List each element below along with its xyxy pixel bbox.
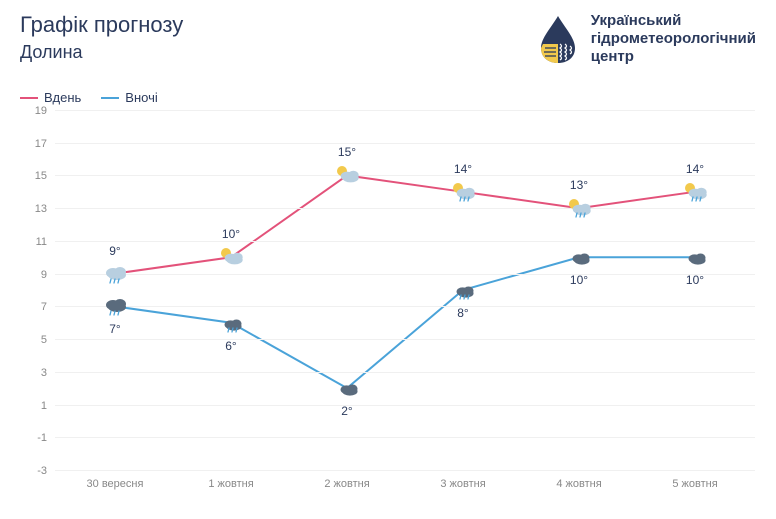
org-line3: центр xyxy=(591,48,756,66)
sun-cloud-rain-icon xyxy=(565,198,593,218)
y-tick-label: -1 xyxy=(37,432,47,444)
gridline: 9 xyxy=(55,274,755,275)
legend-day-label: Вдень xyxy=(44,90,81,105)
gridline: -3 xyxy=(55,470,755,471)
point-label: 15° xyxy=(338,145,356,159)
moon-cloud-rain-icon xyxy=(449,280,477,300)
y-tick-label: 19 xyxy=(35,105,47,117)
point-label: 2° xyxy=(341,404,352,418)
y-tick-label: 5 xyxy=(41,334,47,346)
sun-cloud-icon xyxy=(333,165,361,185)
point-label: 14° xyxy=(454,162,472,176)
x-tick-label: 2 жовтня xyxy=(324,478,369,490)
title-block: Графік прогнозу Долина xyxy=(20,12,183,63)
point-label: 10° xyxy=(570,273,588,287)
point-label: 7° xyxy=(109,322,120,336)
point-label: 6° xyxy=(225,339,236,353)
gridline: 13 xyxy=(55,208,755,209)
y-tick-label: 17 xyxy=(35,138,47,150)
gridline: 19 xyxy=(55,110,755,111)
gridline: -1 xyxy=(55,437,755,438)
logo-block: Український гідрометеорологічний центр xyxy=(537,12,756,66)
chart-subtitle: Долина xyxy=(20,42,183,63)
gridline: 7 xyxy=(55,306,755,307)
legend-day: Вдень xyxy=(20,90,81,105)
point-label: 10° xyxy=(686,273,704,287)
point-label: 9° xyxy=(109,244,120,258)
point-label: 14° xyxy=(686,162,704,176)
x-tick-label: 1 жовтня xyxy=(208,478,253,490)
y-tick-label: 11 xyxy=(36,236,47,248)
chart-plot: -3-113579111315171930 вересня1 жовтня2 ж… xyxy=(55,110,755,470)
chart-header: Графік прогнозу Долина Український гідро… xyxy=(20,12,756,66)
series-line xyxy=(115,175,695,273)
org-line1: Український xyxy=(591,12,756,30)
gridline: 1 xyxy=(55,405,755,406)
gridline: 15 xyxy=(55,175,755,176)
y-tick-label: -3 xyxy=(37,465,47,477)
cloud-rain-dark-icon xyxy=(101,296,129,316)
org-name: Український гідрометеорологічний центр xyxy=(591,12,756,66)
x-tick-label: 30 вересня xyxy=(87,478,144,490)
y-tick-label: 9 xyxy=(41,269,47,281)
gridline: 5 xyxy=(55,339,755,340)
y-tick-label: 13 xyxy=(35,203,47,215)
x-tick-label: 4 жовтня xyxy=(556,478,601,490)
sun-cloud-rain-icon xyxy=(449,182,477,202)
point-label: 13° xyxy=(570,178,588,192)
y-tick-label: 7 xyxy=(41,301,47,313)
point-label: 8° xyxy=(457,306,468,320)
org-line2: гідрометеорологічний xyxy=(591,30,756,48)
moon-cloud-icon xyxy=(681,247,709,267)
chart-area: -3-113579111315171930 вересня1 жовтня2 ж… xyxy=(0,110,776,510)
series-line xyxy=(115,257,695,388)
x-tick-label: 5 жовтня xyxy=(672,478,717,490)
legend-day-line xyxy=(20,97,38,99)
legend-night: Вночі xyxy=(101,90,157,105)
legend-night-label: Вночі xyxy=(125,90,157,105)
gridline: 17 xyxy=(55,143,755,144)
moon-cloud-icon xyxy=(565,247,593,267)
drop-logo-icon xyxy=(537,14,579,64)
y-tick-label: 3 xyxy=(41,367,47,379)
gridline: 3 xyxy=(55,372,755,373)
moon-cloud-rain-icon xyxy=(217,313,245,333)
sun-cloud-icon xyxy=(217,247,245,267)
chart-title: Графік прогнозу xyxy=(20,12,183,38)
moon-cloud-icon xyxy=(333,378,361,398)
chart-lines xyxy=(55,110,755,470)
point-label: 10° xyxy=(222,227,240,241)
x-tick-label: 3 жовтня xyxy=(440,478,485,490)
gridline: 11 xyxy=(55,241,755,242)
y-tick-label: 15 xyxy=(35,170,47,182)
chart-legend: Вдень Вночі xyxy=(20,90,158,105)
legend-night-line xyxy=(101,97,119,99)
cloud-rain-icon xyxy=(101,264,129,284)
sun-cloud-rain-icon xyxy=(681,182,709,202)
y-tick-label: 1 xyxy=(41,400,47,412)
